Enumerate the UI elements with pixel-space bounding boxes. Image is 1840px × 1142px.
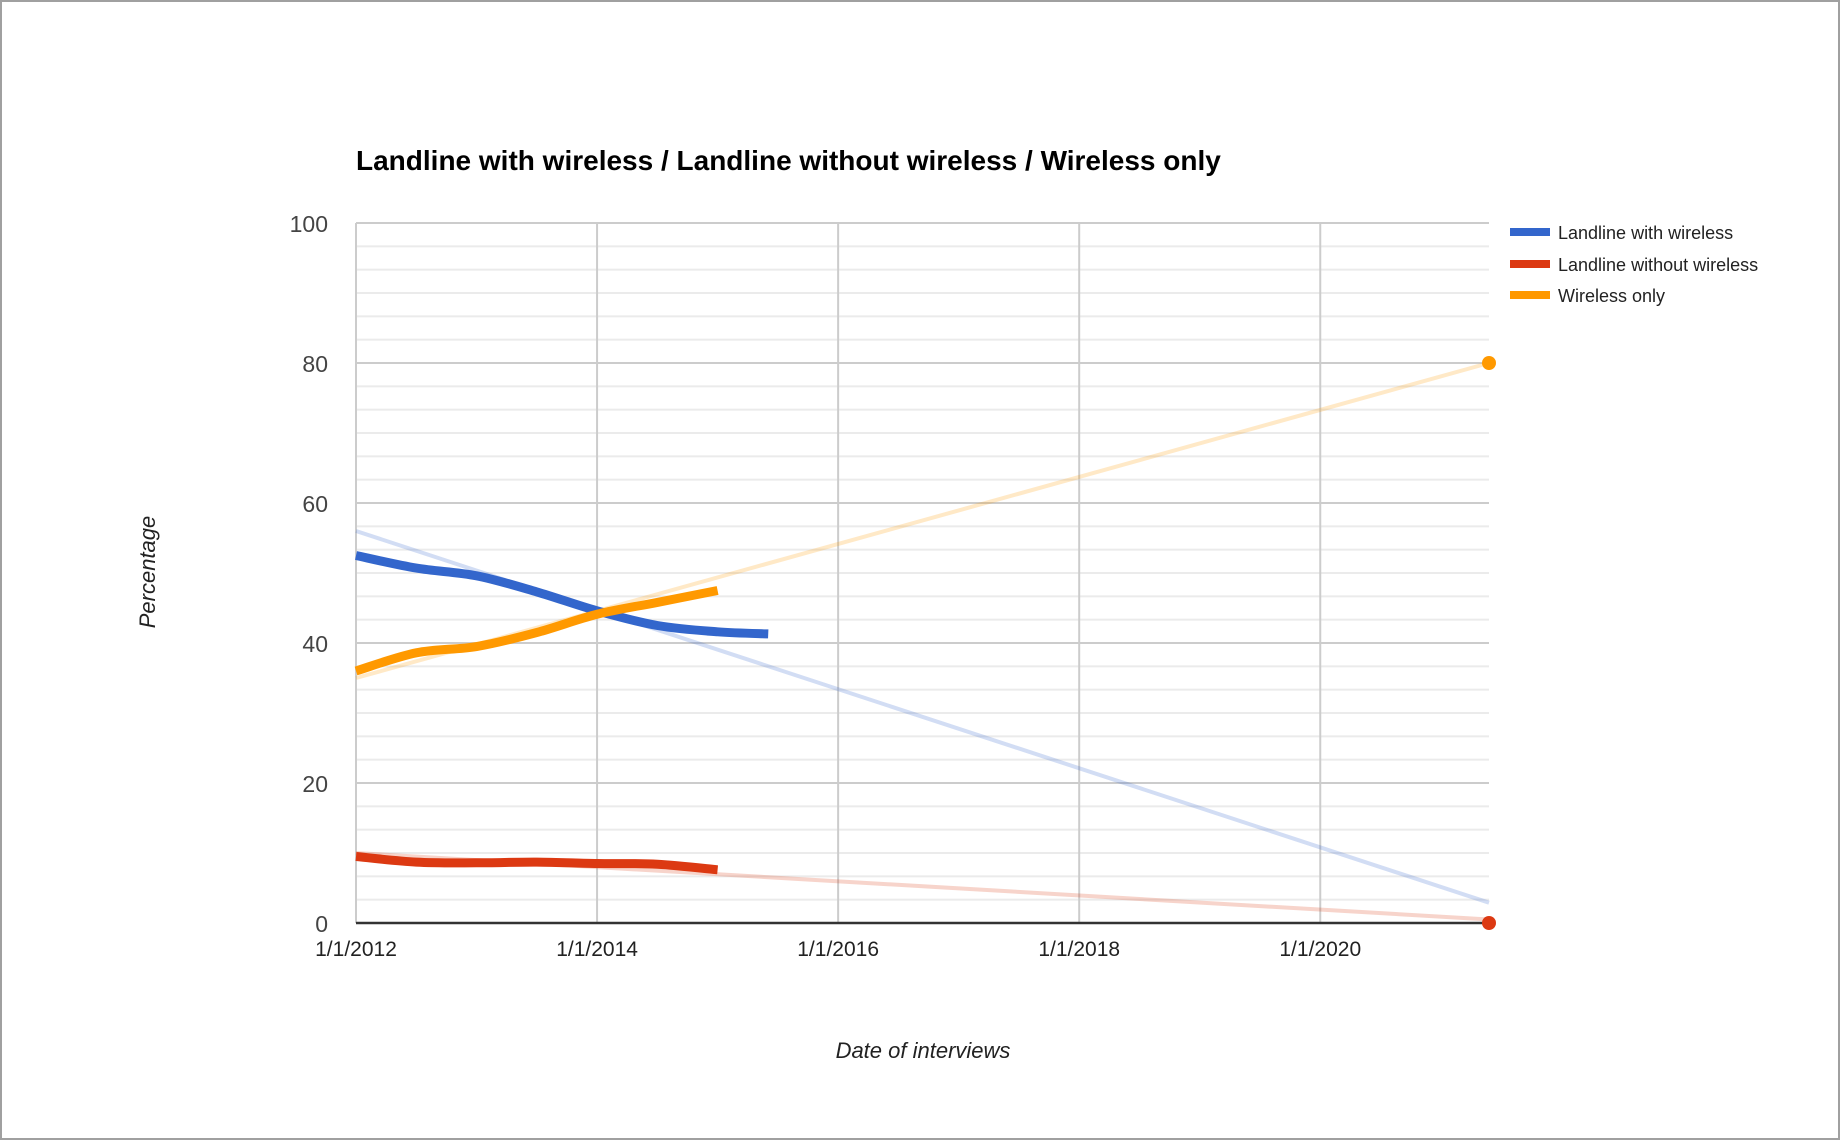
x-axis-label: Date of interviews bbox=[836, 1038, 1011, 1063]
y-tick-label: 20 bbox=[302, 771, 328, 797]
endpoint-markers bbox=[1482, 356, 1496, 930]
legend-item-wireless-only[interactable]: Wireless only bbox=[1510, 286, 1665, 306]
series-line[interactable] bbox=[354, 586, 719, 676]
legend-swatch-blue bbox=[1510, 228, 1550, 236]
x-tick-label: 1/1/2018 bbox=[1038, 938, 1120, 961]
legend-item-landline-without-wireless[interactable]: Landline without wireless bbox=[1510, 255, 1758, 275]
endpoint-dot[interactable] bbox=[1482, 916, 1496, 930]
legend-label: Landline with wireless bbox=[1558, 223, 1733, 243]
y-tick-label: 0 bbox=[315, 911, 328, 937]
gridlines bbox=[355, 222, 1489, 925]
legend-label: Landline without wireless bbox=[1558, 255, 1758, 275]
x-tick-label: 1/1/2012 bbox=[315, 938, 397, 961]
chart-title: Landline with wireless / Landline withou… bbox=[356, 145, 1221, 176]
legend-swatch-red bbox=[1510, 260, 1550, 268]
data-series bbox=[354, 551, 769, 875]
series-line[interactable] bbox=[355, 852, 719, 875]
series-line[interactable] bbox=[355, 551, 769, 639]
x-axis-ticks: 1/1/2012 1/1/2014 1/1/2016 1/1/2018 1/1/2020 bbox=[315, 938, 1361, 961]
legend-item-landline-with-wireless[interactable]: Landline with wireless bbox=[1510, 223, 1733, 243]
y-axis-label: Percentage bbox=[135, 516, 160, 629]
legend: Landline with wireless Landline without … bbox=[1510, 223, 1758, 306]
endpoint-dot[interactable] bbox=[1482, 356, 1496, 370]
trendline bbox=[355, 361, 1490, 680]
y-axis-ticks: 0 20 40 60 80 100 bbox=[290, 211, 328, 937]
legend-swatch-orange bbox=[1510, 291, 1550, 299]
legend-label: Wireless only bbox=[1558, 286, 1665, 306]
y-tick-label: 100 bbox=[290, 211, 328, 237]
y-tick-label: 40 bbox=[302, 631, 328, 657]
trendlines bbox=[355, 361, 1490, 922]
y-tick-label: 80 bbox=[302, 351, 328, 377]
x-tick-label: 1/1/2020 bbox=[1279, 938, 1361, 961]
y-tick-label: 60 bbox=[302, 491, 328, 517]
x-tick-label: 1/1/2014 bbox=[556, 938, 638, 961]
x-tick-label: 1/1/2016 bbox=[797, 938, 879, 961]
